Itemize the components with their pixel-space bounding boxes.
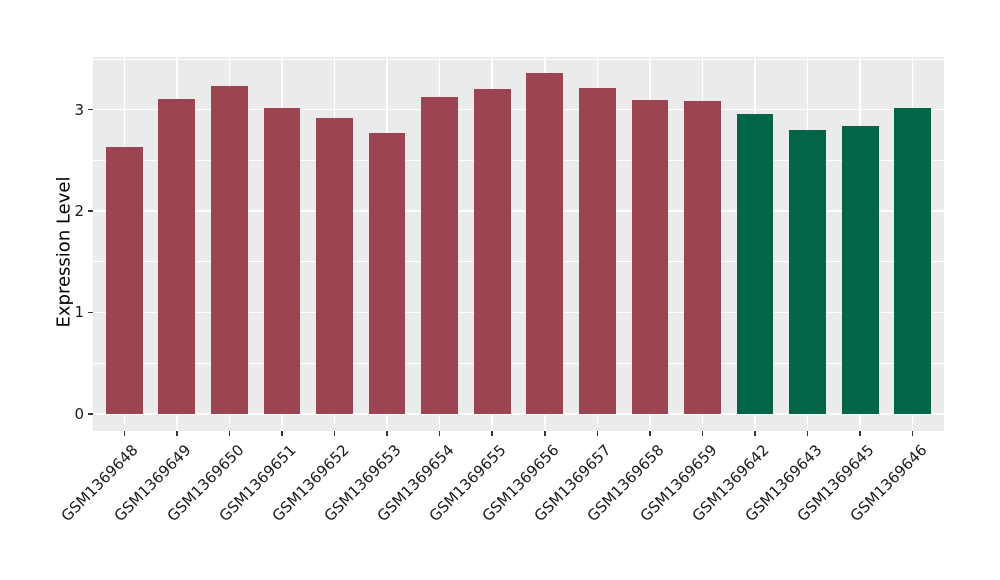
gridline-minor [93,58,944,60]
y-tick-label: 2 [74,202,84,221]
x-tick-mark [596,431,599,436]
gridline-major [93,311,944,314]
x-tick-mark [228,431,231,436]
y-tick-label: 0 [74,404,84,423]
bar-GSM1369643 [789,129,826,414]
bar-GSM1369646 [894,107,932,414]
gridline-major [93,108,944,111]
bar-GSM1369654 [421,96,459,414]
bar-GSM1369642 [736,113,774,414]
x-tick-mark [438,431,441,436]
bar-GSM1369653 [368,133,406,414]
bar-GSM1369659 [684,100,721,414]
x-tick-mark [491,431,493,436]
bar-GSM1369648 [105,147,143,414]
x-tick-mark [806,431,809,436]
bar-GSM1369649 [158,98,196,414]
y-tick-mark [88,311,93,314]
gridline-major [93,210,944,212]
bar-GSM1369656 [526,73,564,414]
y-tick-mark [88,210,93,212]
x-tick-mark [754,431,756,436]
bar-GSM1369651 [263,107,301,414]
x-tick-mark [544,431,546,436]
y-tick-label: 1 [74,303,84,322]
y-tick-mark [88,108,93,111]
gridline-major [93,413,944,415]
x-tick-mark [386,431,388,436]
bar-GSM1369657 [578,88,616,414]
x-tick-mark [911,431,914,436]
gridline-minor [93,159,944,161]
x-tick-mark [859,431,861,436]
bar-GSM1369645 [841,125,879,414]
bar-GSM1369658 [631,99,669,414]
y-tick-mark [88,413,93,415]
y-tick-label: 3 [74,100,84,119]
bar-GSM1369655 [473,89,511,414]
x-tick-mark [281,431,283,436]
bar-GSM1369650 [211,86,248,414]
plot-panel [93,57,944,431]
bar-GSM1369652 [316,117,353,414]
gridline-minor [93,261,944,263]
x-tick-mark [333,431,336,436]
x-tick-mark [649,431,651,436]
x-tick-mark [701,431,704,436]
gridline-minor [93,362,944,364]
x-tick-mark [123,431,126,436]
x-tick-mark [176,431,178,436]
